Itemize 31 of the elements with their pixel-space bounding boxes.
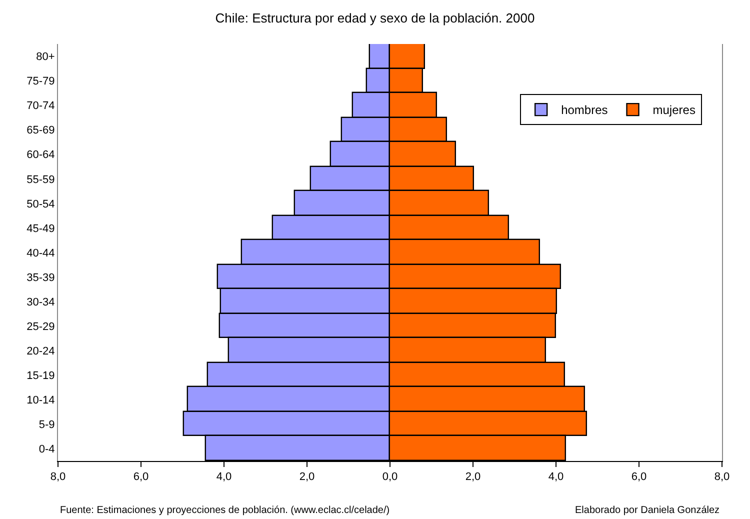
x-tick-label: 8,0 — [50, 471, 66, 484]
y-tick-label: 40-44 — [26, 247, 55, 260]
y-tick-label: 5-9 — [38, 419, 55, 432]
y-tick-label: 10-14 — [26, 394, 55, 407]
y-tick-label: 65-69 — [26, 124, 55, 137]
y-tick-label: 50-54 — [26, 198, 55, 210]
y-tick-label: 45-49 — [26, 222, 55, 235]
chart-title: Chile: Estructura por edad y sexo de la población. 2000 — [215, 10, 535, 26]
y-tick-label: 75-79 — [26, 76, 55, 88]
y-tick-label: 25-29 — [26, 320, 55, 333]
x-tick-label: 2,0 — [299, 471, 315, 484]
y-tick-label: 70-74 — [26, 100, 55, 112]
y-tick-label: 55-59 — [26, 174, 55, 186]
x-tick-label: 2,0 — [465, 471, 481, 484]
y-tick-label: 35-39 — [26, 272, 55, 284]
legend-label: hombres — [561, 103, 608, 118]
x-tick-label: 4,0 — [548, 471, 564, 484]
y-tick-label: 0-4 — [38, 444, 55, 456]
source-note: Fuente: Estimaciones y proyecciones de población. (www.eclac.cl/celade/) — [60, 505, 390, 516]
y-tick-label: 80+ — [36, 51, 55, 64]
x-tick-label: 0,0 — [382, 471, 398, 484]
x-tick-label: 6,0 — [133, 471, 149, 484]
x-tick-label: 4,0 — [216, 471, 232, 484]
legend-label: mujeres — [652, 103, 696, 118]
x-tick-label: 6,0 — [631, 471, 647, 484]
y-tick-label: 15-19 — [26, 370, 55, 382]
x-tick-label: 8,0 — [714, 471, 730, 484]
y-tick-label: 20-24 — [26, 345, 55, 358]
text: Elaborado por Daniela González — [575, 505, 720, 516]
y-tick-label: 30-34 — [26, 296, 55, 308]
y-tick-label: 60-64 — [26, 149, 55, 162]
